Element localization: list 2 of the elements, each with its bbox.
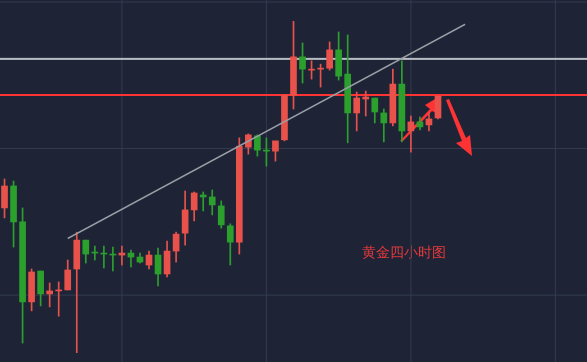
annotation: 黄金四小时图 [362,244,446,262]
candlestick [308,60,315,80]
